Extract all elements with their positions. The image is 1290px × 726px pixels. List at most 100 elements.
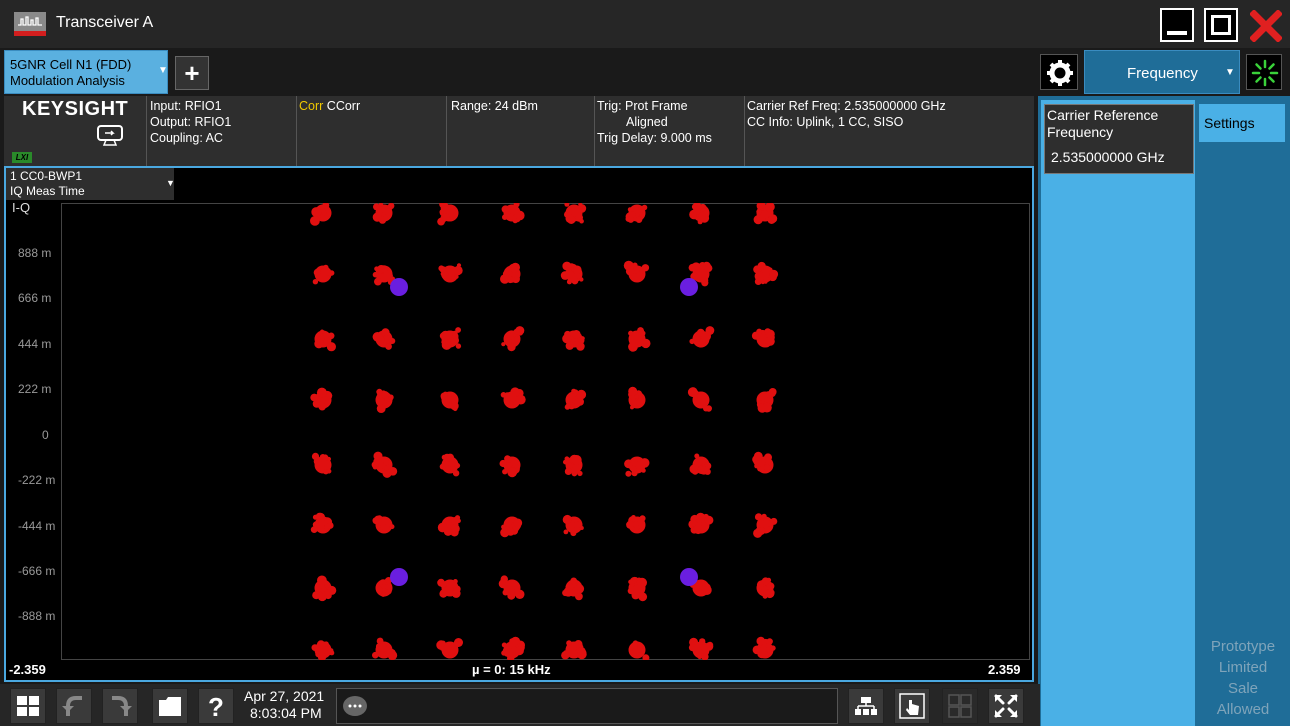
y-tick-label: 0	[42, 428, 49, 442]
y-tick-label: -888 m	[18, 609, 56, 623]
chevron-down-icon[interactable]: ▼	[166, 178, 175, 188]
split-window-button[interactable]	[942, 688, 978, 724]
chevron-down-icon[interactable]: ▼	[1225, 67, 1235, 78]
constellation-cluster	[689, 579, 712, 597]
constellation-cluster	[689, 203, 710, 225]
chevron-down-icon[interactable]: ▼	[158, 65, 168, 76]
redo-icon	[112, 696, 132, 716]
constellation-cluster	[500, 262, 521, 284]
tab-settings[interactable]: Settings	[1199, 104, 1285, 142]
constellation-cluster	[753, 513, 778, 538]
windows-icon	[17, 696, 39, 716]
constellation-cluster	[375, 577, 393, 597]
constellation-cluster	[440, 391, 459, 412]
svg-text:?: ?	[208, 692, 224, 720]
constellation-cluster	[501, 326, 525, 352]
system-time: 8:03:04 PM	[250, 705, 322, 721]
constellation-cluster	[752, 636, 776, 659]
constellation-cluster	[310, 387, 333, 411]
message-bar[interactable]	[336, 688, 838, 724]
touch-hand-icon	[899, 693, 925, 719]
settings-gear-button[interactable]	[1040, 54, 1078, 90]
trig-delay-label: Trig Delay: 9.000 ms	[597, 131, 712, 145]
constellation-cluster	[627, 576, 648, 602]
plot-area	[61, 203, 1030, 660]
constellation-cluster	[752, 451, 774, 474]
undo-button[interactable]	[56, 688, 92, 724]
y-tick-label: 666 m	[18, 291, 52, 305]
redo-button[interactable]	[102, 688, 138, 724]
constellation-cluster	[628, 327, 651, 352]
display-icon[interactable]	[96, 124, 126, 146]
help-button[interactable]: ?	[198, 688, 234, 724]
maximize-button[interactable]	[1204, 8, 1238, 42]
brand-panel: KEYSIGHT LXI	[4, 96, 144, 166]
layout-icon	[855, 697, 877, 715]
trace-selector[interactable]: 1 CC0-BWP1 IQ Meas Time ▼	[6, 168, 175, 200]
busy-indicator-button[interactable]	[1246, 54, 1282, 90]
carrier-reference-softkey[interactable]	[1041, 100, 1195, 726]
range-label: Range: 24 dBm	[451, 99, 538, 113]
message-icon[interactable]	[341, 694, 369, 720]
range-info-cell[interactable]: Range: 24 dBm	[446, 96, 594, 166]
y-tick-label: 444 m	[18, 337, 52, 351]
constellation-cluster	[500, 387, 526, 409]
x-axis-min: -2.359	[9, 662, 46, 677]
constellation-cluster	[753, 203, 778, 225]
coupling-label: Coupling: AC	[150, 131, 223, 145]
constellation-cluster	[626, 515, 646, 534]
settings-info-bar	[4, 96, 1034, 166]
maximize-window-button[interactable]	[988, 688, 1024, 724]
close-icon	[1250, 10, 1282, 42]
window-grid-icon	[948, 694, 972, 718]
constellation-cluster	[311, 640, 335, 660]
windows-start-button[interactable]	[10, 688, 46, 724]
constellation-cluster	[312, 575, 337, 602]
constellation-cluster	[625, 204, 648, 223]
constellation-cluster	[561, 640, 587, 660]
y-tick-label: 222 m	[18, 382, 52, 396]
system-date: Apr 27, 2021	[244, 688, 325, 704]
corr-value: CCorr	[323, 99, 361, 113]
constellation-cluster	[371, 451, 398, 478]
watermark: Prototype Limited Sale Allowed	[1198, 636, 1288, 720]
reference-point	[680, 278, 698, 296]
x-axis-center: µ = 0: 15 kHz	[472, 662, 551, 677]
carrier-field-value[interactable]: 2.535000000 GHz	[1051, 149, 1165, 165]
iq-constellation-plot	[310, 203, 779, 660]
trace-line1: 1 CC0-BWP1	[10, 169, 83, 183]
touch-button[interactable]	[894, 688, 930, 724]
constellation-cluster	[756, 577, 775, 599]
help-icon: ?	[208, 692, 224, 720]
watermark-line: Allowed	[1216, 701, 1270, 718]
constellation-cluster	[564, 203, 587, 224]
file-button[interactable]	[152, 688, 188, 724]
layout-button[interactable]	[848, 688, 884, 724]
add-screen-button[interactable]: +	[175, 56, 209, 90]
constellation-cluster	[310, 203, 332, 226]
close-button[interactable]	[1248, 8, 1282, 42]
constellation-cluster	[437, 515, 461, 537]
correction-info-cell[interactable]: Corr CCorr	[296, 96, 444, 166]
input-info-cell[interactable]: Input: RFIO1 Output: RFIO1 Coupling: AC	[146, 96, 294, 166]
minimize-button[interactable]	[1160, 8, 1194, 42]
trig-label: Trig: Prot Frame	[597, 99, 688, 113]
constellation-cluster	[689, 453, 712, 475]
trigger-info-cell[interactable]: Trig: Prot Frame Aligned Trig Delay: 9.0…	[594, 96, 744, 166]
measurement-mode-label: 5GNR Cell N1 (FDD)	[10, 57, 132, 72]
y-tick-label: 888 m	[18, 246, 52, 260]
constellation-cluster	[498, 575, 525, 600]
measurement-tab[interactable]: 5GNR Cell N1 (FDD) Modulation Analysis ▼	[4, 50, 168, 94]
constellation-cluster	[375, 388, 394, 413]
constellation-cluster	[437, 578, 461, 598]
constellation-cluster	[751, 328, 775, 348]
expand-arrows-icon	[994, 694, 1018, 718]
menu-tab-frequency[interactable]: Frequency ▼	[1084, 50, 1240, 94]
constellation-cluster	[562, 330, 585, 351]
constellation-cluster	[372, 203, 395, 224]
carrier-reference-frequency-field[interactable]: Carrier Reference Frequency 2.535000000 …	[1044, 104, 1194, 174]
window-title: Transceiver A	[56, 14, 154, 31]
gear-icon	[1047, 60, 1073, 86]
y-tick-label: -666 m	[18, 564, 56, 578]
carrier-info-cell[interactable]: Carrier Ref Freq: 2.535000000 GHz CC Inf…	[744, 96, 1034, 166]
